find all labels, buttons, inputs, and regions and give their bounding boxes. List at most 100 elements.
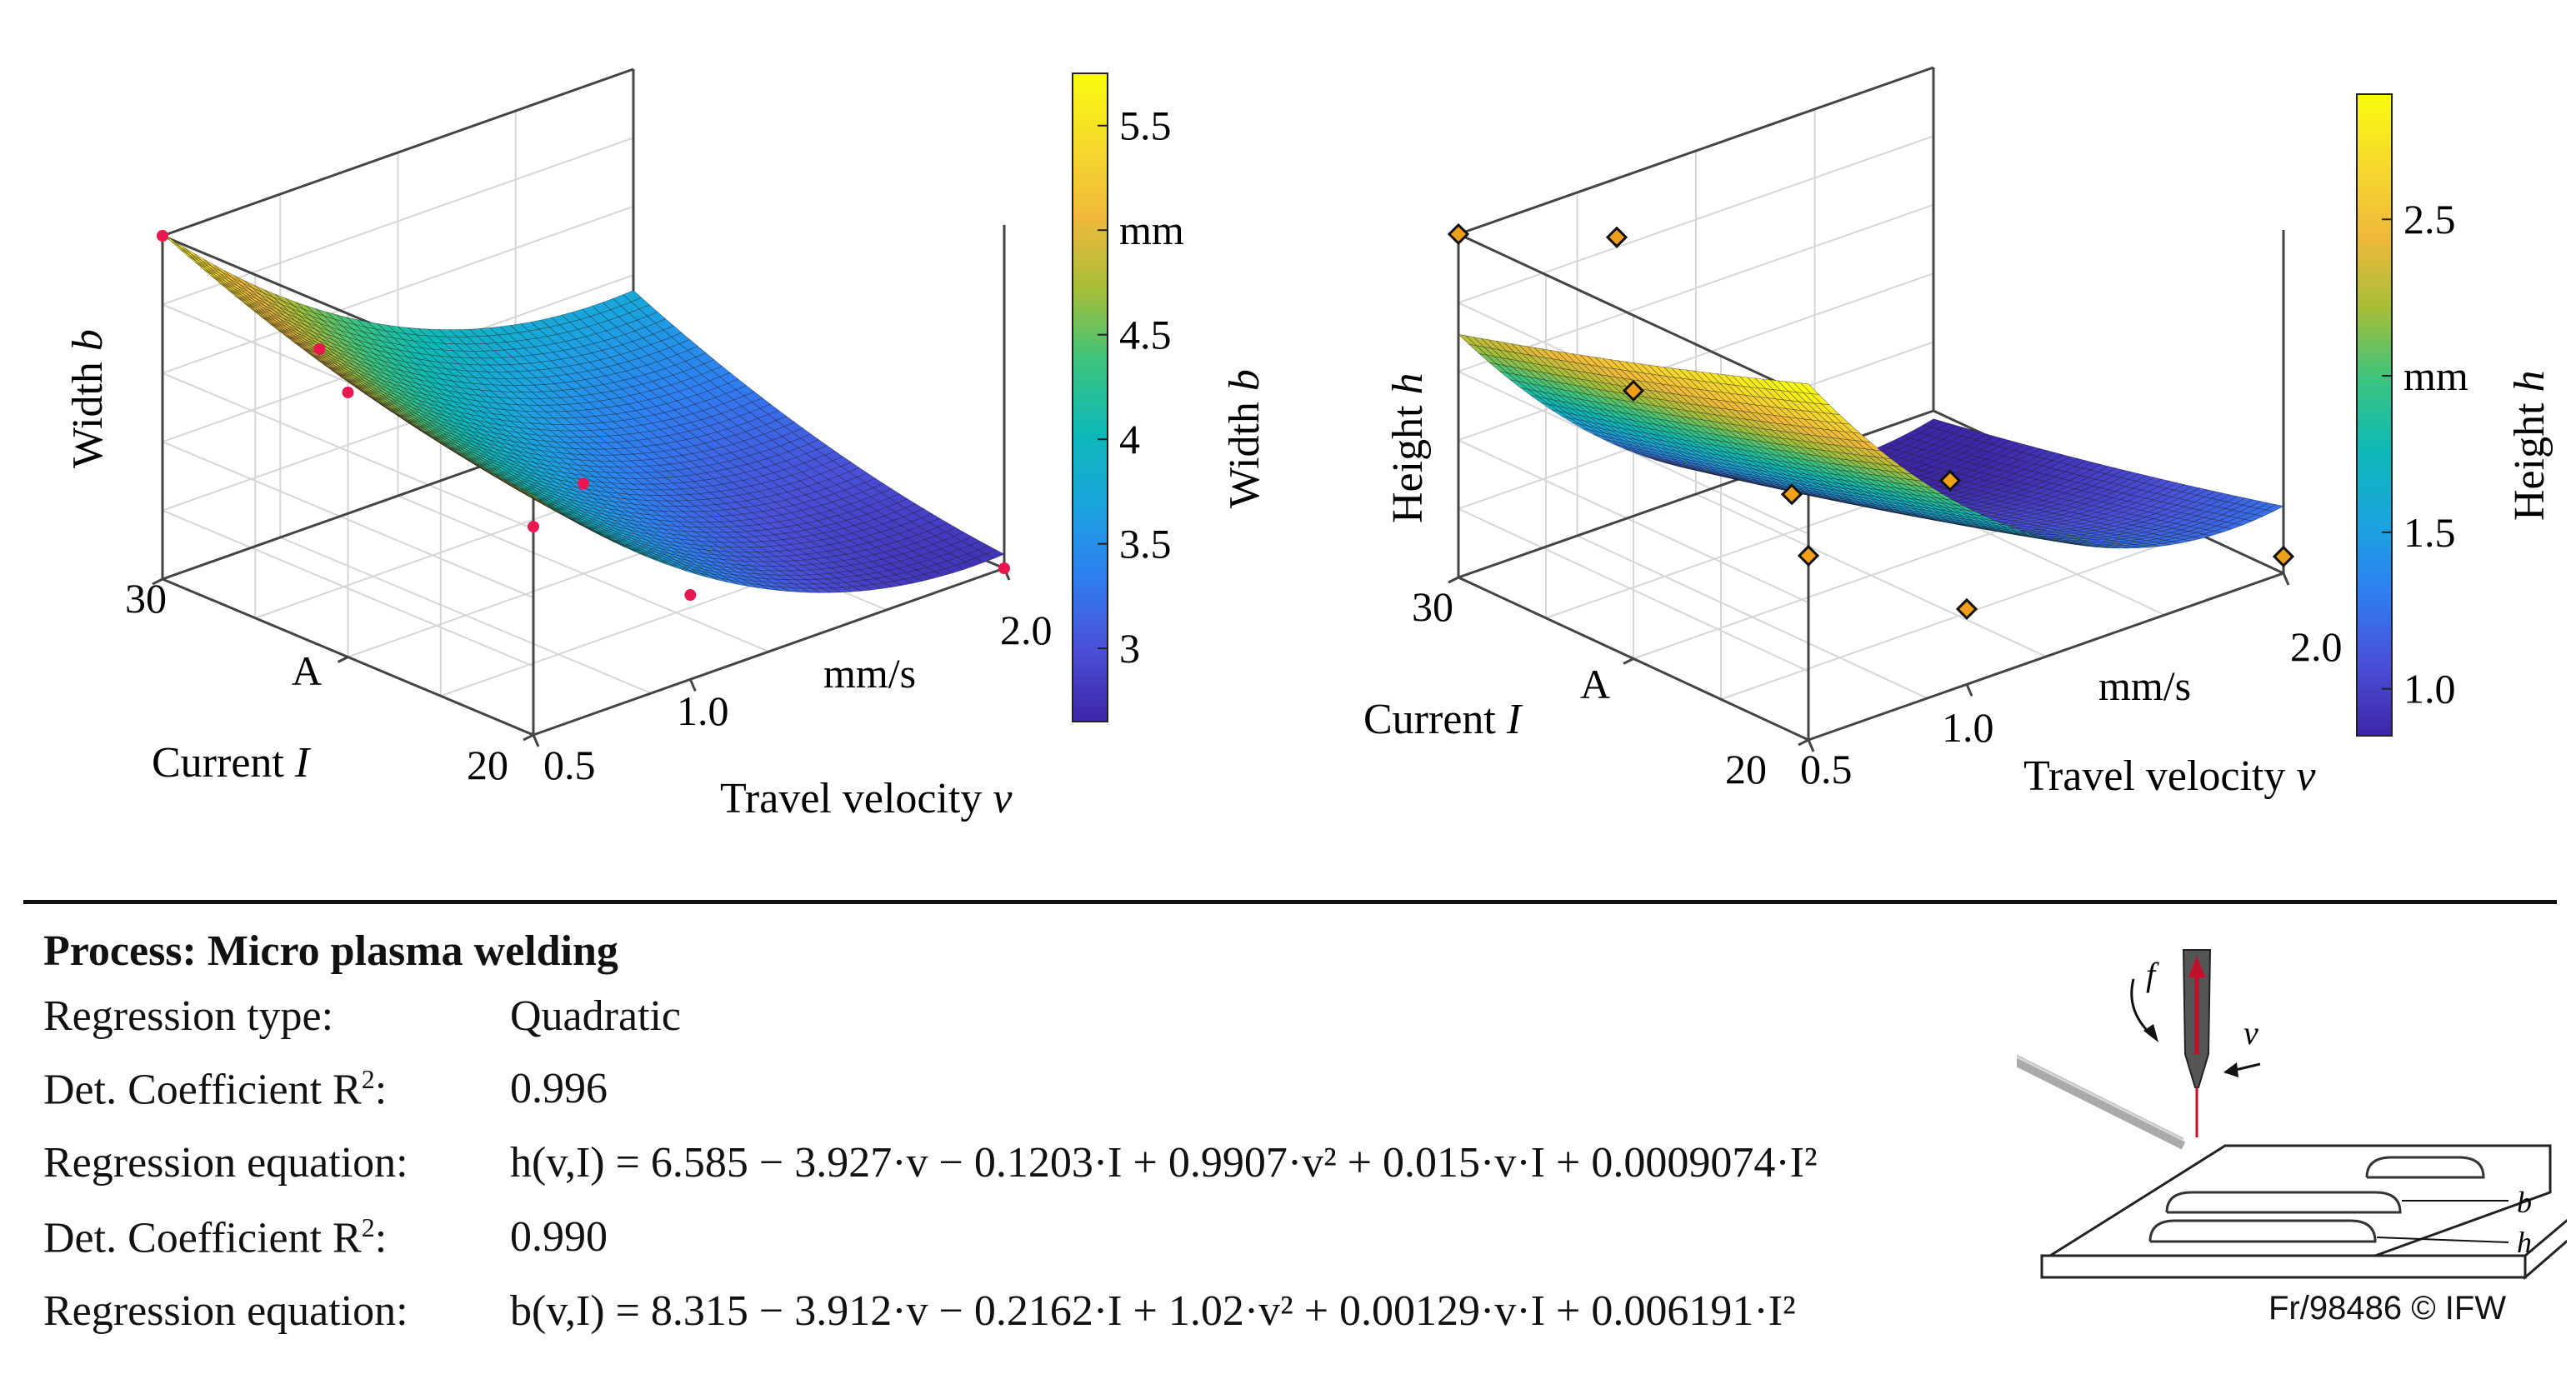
colorbar-tick-label: mm — [1119, 207, 1184, 253]
left-wall-grid-h — [162, 509, 534, 667]
height-colorbar-label: Height h — [2506, 370, 2553, 521]
back-wall-grid-h — [1458, 272, 1934, 442]
measured-point — [1797, 544, 1820, 567]
feed-arrowhead — [2143, 1024, 2158, 1042]
figure-credit: Fr/98486 © IFW — [2268, 1290, 2507, 1327]
height-z-axis-label: Height h — [1384, 372, 1432, 523]
x-tick-mark — [2282, 572, 2290, 586]
y-tick-mark — [1448, 576, 1459, 584]
y-tick-mark — [523, 733, 534, 742]
colorbar-tick-label: 2.5 — [2403, 196, 2456, 242]
width-x-tick-0.5: 0.5 — [543, 742, 596, 788]
width-x-axis-label: Travel velocity v — [720, 775, 1013, 822]
colorbar-tick-label: 1.5 — [2403, 509, 2456, 556]
box-edge — [1808, 572, 2284, 742]
height-x-tick-2.0: 2.0 — [2290, 623, 2343, 670]
measured-point — [998, 562, 1010, 574]
y-tick-mark — [1798, 738, 1809, 747]
box-edge — [1458, 66, 1934, 236]
colorbar-tick-label: 5.5 — [1119, 102, 1172, 149]
measured-point — [342, 387, 354, 399]
height-x-tick-0.5: 0.5 — [1800, 746, 1853, 792]
colorbar-tick-label: mm — [2403, 352, 2468, 399]
measured-point — [1780, 483, 1803, 506]
width-y-tick-20: 20 — [467, 742, 508, 788]
left-wall-grid-h — [162, 372, 534, 530]
measured-point — [578, 477, 589, 490]
measured-point — [528, 521, 539, 533]
weld-bead-h — [2148, 1219, 2377, 1243]
measured-point — [1605, 226, 1628, 248]
left-wall-grid-h — [1458, 370, 1809, 535]
y-tick-mark — [1623, 657, 1634, 665]
width-colorbar-label: Width b — [1221, 369, 1268, 508]
width-colorbar-ticks: 3 3.5 4 4.5 mm 5.5 — [1098, 102, 1184, 672]
height-x-tick-1.0: 1.0 — [1942, 704, 1994, 751]
measured-point — [313, 342, 326, 355]
measured-point — [684, 589, 697, 602]
colorbar-tick-label: 3 — [1119, 625, 1140, 672]
x-tick-mark — [532, 734, 540, 747]
box-edge — [1458, 232, 1809, 398]
filler-wire-edge — [2017, 1054, 2184, 1141]
weld-bead-b — [2165, 1191, 2402, 1214]
h-label: h — [2517, 1226, 2532, 1259]
colorbar-tick-label: 3.5 — [1119, 521, 1172, 567]
torch-arrowhead — [2188, 956, 2205, 977]
measured-point — [1955, 597, 1978, 621]
height-x-axis-label: Travel velocity v — [2023, 752, 2316, 800]
measured-point — [1622, 379, 1645, 402]
y-tick-mark — [152, 577, 163, 586]
divider-line — [23, 900, 2557, 904]
left-wall-grid-h — [162, 441, 534, 599]
velocity-arrowhead — [2223, 1062, 2238, 1077]
measured-point — [1938, 469, 1962, 492]
x-tick-mark — [688, 678, 697, 692]
height-y-unit: A — [1580, 661, 1610, 707]
width-x-tick-2.0: 2.0 — [1000, 607, 1053, 653]
feed-label: f — [2146, 956, 2159, 993]
regression-equation-h: h(v,I) = 6.585 − 3.927·v − 0.1203·I + 0.… — [510, 1139, 1818, 1187]
left-wall-grid-h — [1458, 439, 1809, 604]
colorbar-tick-label: 4.5 — [1119, 312, 1172, 358]
workpiece-side — [2523, 1218, 2567, 1281]
velocity-label: v — [2243, 1014, 2258, 1052]
regression-equation-label-b: Regression equation: — [43, 1287, 408, 1335]
h-leader — [2376, 1237, 2509, 1243]
det-coefficient-label-h: Det. Coefficient R2: — [43, 1064, 388, 1114]
height-y-axis-label: Current I — [1363, 696, 1523, 743]
regression-equation-label-h: Regression equation: — [43, 1139, 408, 1187]
b-label: b — [2517, 1186, 2532, 1219]
regression-type-value: Quadratic — [510, 992, 682, 1040]
height-surface — [1458, 333, 2284, 549]
height-y-tick-20: 20 — [1725, 746, 1767, 792]
weld-bead-short — [2365, 1156, 2485, 1179]
back-wall-grid-h — [1458, 203, 1934, 372]
regression-type-label: Regression type: — [43, 992, 334, 1040]
filler-wire — [2017, 1057, 2186, 1150]
det-coefficient-label-b: Det. Coefficient R2: — [43, 1212, 388, 1262]
box-edge — [533, 567, 1005, 737]
width-x-unit: mm/s — [823, 650, 916, 697]
process-info-panel: Process: Micro plasma welding Regression… — [0, 892, 2576, 1379]
box-edge — [162, 67, 634, 237]
width-y-axis-label: Current I — [152, 739, 312, 787]
width-x-tick-1.0: 1.0 — [677, 687, 729, 734]
colorbar-tick-label: 1.0 — [2403, 666, 2456, 712]
height-measured-points — [1447, 222, 2295, 621]
back-wall-grid-h — [162, 137, 634, 306]
height-colorbar-ticks: 1.0 1.5 mm 2.5 — [2382, 196, 2468, 712]
x-tick-mark — [1965, 683, 1973, 697]
width-surface-plot: Width b 30 20 A Current I 0.5 1.0 2.0 mm… — [64, 67, 1268, 822]
process-title: Process: Micro plasma welding — [43, 927, 618, 975]
y-tick-mark — [337, 656, 349, 663]
workpiece-front — [2040, 1254, 2527, 1279]
width-colorbar — [1072, 72, 1108, 722]
width-measured-points — [157, 230, 1010, 602]
surface-cell — [525, 491, 544, 502]
width-y-tick-30: 30 — [125, 575, 167, 622]
back-wall-grid-h — [1458, 135, 1934, 304]
height-colorbar — [2356, 93, 2393, 737]
det-coefficient-value-b: 0.990 — [510, 1213, 608, 1261]
height-y-tick-30: 30 — [1412, 583, 1453, 630]
